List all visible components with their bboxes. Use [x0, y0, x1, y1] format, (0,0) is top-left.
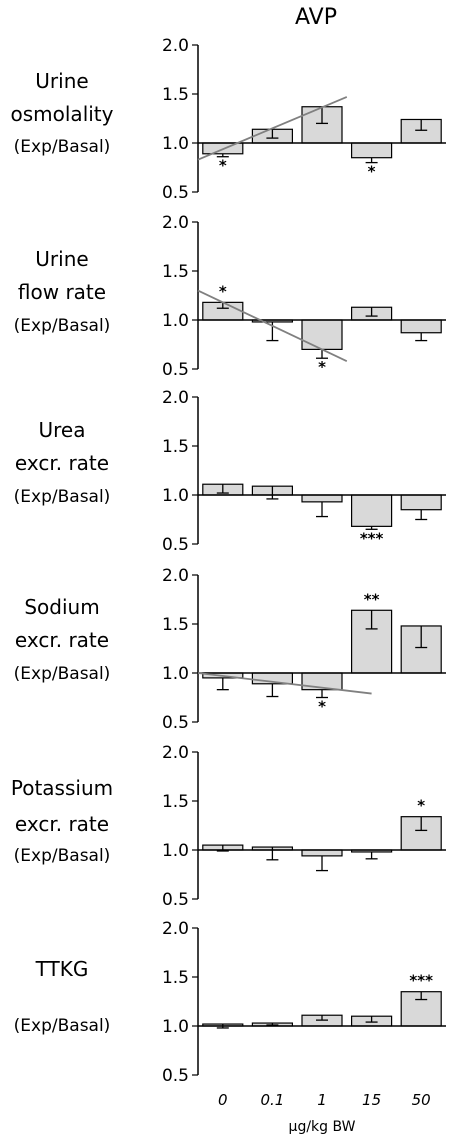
- panel-label-line: osmolality: [11, 102, 114, 126]
- panel-label-line: Potassium: [11, 776, 113, 800]
- y-tick-label: 1.0: [162, 311, 189, 331]
- x-tick-label: 0.1: [260, 1091, 284, 1109]
- bar: [301, 494, 343, 503]
- panel-6: TTKG (Exp/Basal) 0.5 1.0 1.5 2.0 ***: [14, 919, 446, 1086]
- panel-label-line: TTKG: [35, 957, 89, 981]
- y-tick-label: 0.5: [162, 360, 189, 380]
- y-tick-label: 0.5: [162, 890, 189, 910]
- y-tick-label: 2.0: [162, 213, 189, 233]
- panel-label-line: (Exp/Basal): [14, 1016, 111, 1036]
- y-tick-label: 2.0: [162, 919, 189, 939]
- panel-label-line: flow rate: [18, 280, 106, 304]
- y-tick-label: 1.0: [162, 1017, 189, 1037]
- panel-label-line: (Exp/Basal): [14, 137, 111, 157]
- panel-3: Urea excr. rate (Exp/Basal) 0.5 1.0 1.5 2.0 ***: [14, 388, 446, 555]
- x-tick-label: 50: [412, 1091, 431, 1109]
- panel-4: Sodium excr. rate (Exp/Basal) 0.5 1.0 1.5 2.0 *…: [14, 566, 446, 733]
- panel-label-line: Urine: [35, 247, 88, 271]
- y-tick-label: 1.0: [162, 841, 189, 861]
- x-tick-label: 15: [362, 1091, 381, 1109]
- significance-stars: *: [219, 282, 227, 300]
- y-tick-label: 2.0: [162, 388, 189, 408]
- trend-line: [197, 289, 348, 362]
- bar: [400, 319, 442, 334]
- panel-label-line: Sodium: [24, 595, 99, 619]
- y-tick-label: 1.5: [162, 968, 189, 988]
- y-tick-label: 0.5: [162, 535, 189, 555]
- panel-label-line: (Exp/Basal): [14, 846, 111, 866]
- trend-line: [197, 672, 372, 695]
- y-tick-label: 0.5: [162, 1066, 189, 1086]
- panel-1: Urine osmolality (Exp/Basal) 0.5 1.0 1.5 2.0 * *: [11, 36, 446, 203]
- panel-2: Urine flow rate (Exp/Basal) 0.5 1.0 1.5 2.0 * *: [14, 213, 446, 380]
- panel-label-line: (Exp/Basal): [14, 487, 111, 507]
- figure-title: AVP: [295, 5, 337, 30]
- y-tick-label: 1.5: [162, 792, 189, 812]
- significance-stars: *: [368, 163, 376, 181]
- bar: [351, 142, 393, 159]
- x-axis: 0 0.1 1 15 50 µg/kg BW: [218, 1091, 431, 1134]
- bar: [301, 319, 343, 350]
- y-tick-label: 1.0: [162, 486, 189, 506]
- significance-stars: **: [364, 590, 380, 608]
- y-tick-label: 0.5: [162, 183, 189, 203]
- bar: [351, 494, 393, 527]
- panel-label-line: excr. rate: [15, 451, 109, 475]
- panel-5: Potassium excr. rate (Exp/Basal) 0.5 1.0 1.5 2…: [11, 743, 446, 910]
- y-tick-label: 1.5: [162, 262, 189, 282]
- panel-label-line: Urea: [39, 418, 86, 442]
- panel-label-line: (Exp/Basal): [14, 664, 111, 684]
- y-tick-label: 2.0: [162, 36, 189, 56]
- significance-stars: *: [219, 157, 227, 175]
- panel-label-line: Urine: [35, 69, 88, 93]
- x-tick-label: 0: [218, 1091, 228, 1109]
- bar: [301, 849, 343, 857]
- y-tick-label: 1.5: [162, 85, 189, 105]
- y-tick-label: 1.0: [162, 134, 189, 154]
- panel-label-line: excr. rate: [15, 812, 109, 836]
- bar: [400, 494, 442, 511]
- panel-label-line: excr. rate: [15, 628, 109, 652]
- y-tick-label: 0.5: [162, 713, 189, 733]
- significance-stars: ***: [409, 972, 433, 990]
- x-tick-label: 1: [317, 1091, 327, 1109]
- y-tick-label: 1.5: [162, 615, 189, 635]
- panel-label-line: (Exp/Basal): [14, 316, 111, 336]
- y-tick-label: 2.0: [162, 566, 189, 586]
- significance-stars: *: [318, 698, 326, 716]
- significance-stars: ***: [360, 529, 384, 547]
- significance-stars: *: [417, 797, 425, 815]
- x-axis-label: µg/kg BW: [289, 1119, 356, 1134]
- y-tick-label: 1.0: [162, 664, 189, 684]
- y-tick-label: 2.0: [162, 743, 189, 763]
- y-tick-label: 1.5: [162, 437, 189, 457]
- trend-line: [197, 96, 348, 161]
- significance-stars: *: [318, 358, 326, 376]
